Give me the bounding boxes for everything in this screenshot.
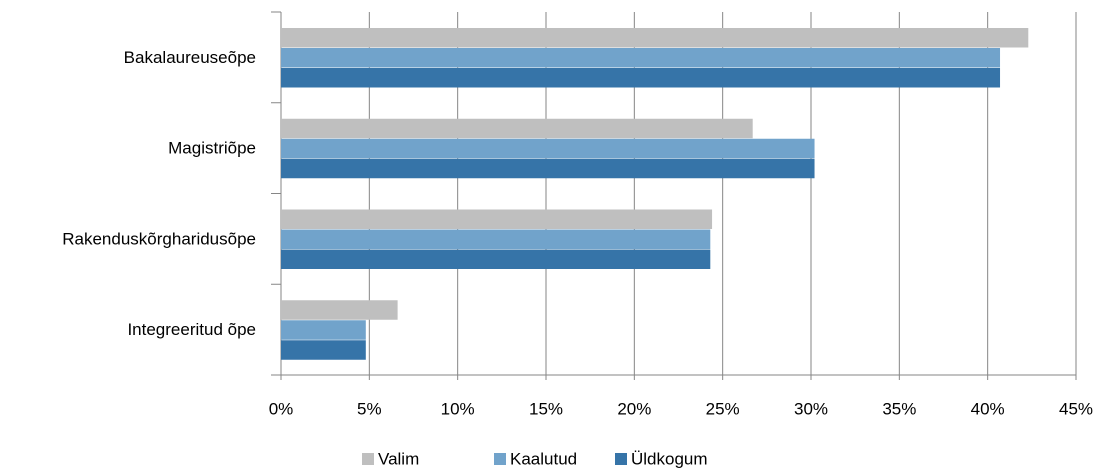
x-tick-label: 5% [357,399,382,418]
y-tick-label: Rakenduskõrgharidusõpe [62,229,256,248]
bar [281,229,711,249]
x-tick-label: 10% [441,399,475,418]
bar [281,28,1029,48]
bar [281,209,713,229]
x-tick-label: 40% [971,399,1005,418]
bar [281,300,398,320]
bar [281,48,1001,68]
legend-label: Üldkogum [631,449,708,468]
legend-swatch [615,453,627,465]
legend-label: Valim [378,449,419,468]
bar [281,340,366,360]
bar [281,249,711,269]
legend-swatch [362,453,374,465]
bar [281,320,366,340]
x-tick-label: 0% [269,399,294,418]
x-tick-label: 30% [794,399,828,418]
y-tick-label: Bakalaureuseõpe [124,48,256,67]
bar [281,68,1001,88]
x-tick-label: 15% [529,399,563,418]
legend-label: Kaalutud [510,449,577,468]
x-tick-label: 25% [706,399,740,418]
x-tick-label: 35% [882,399,916,418]
bar [281,158,815,179]
x-tick-label: 45% [1059,399,1093,418]
bar [281,138,815,159]
y-tick-label: Magistriõpe [168,139,256,158]
x-tick-label: 20% [617,399,651,418]
y-tick-label: Integreeritud õpe [127,320,256,339]
bar [281,118,753,139]
legend-swatch [494,453,506,465]
